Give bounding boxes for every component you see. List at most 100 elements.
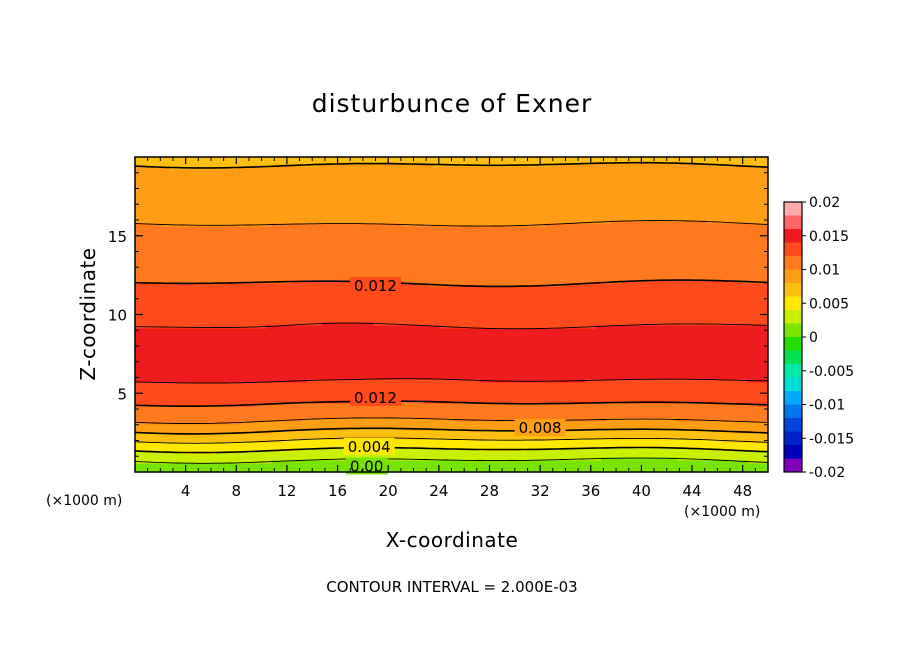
contour-cell xyxy=(200,205,207,209)
contour-cell xyxy=(160,244,166,248)
contour-cell xyxy=(135,319,141,323)
contour-cell xyxy=(195,232,202,236)
contour-cell xyxy=(205,400,212,404)
contour-cell xyxy=(200,181,207,185)
contour-cell xyxy=(190,199,197,203)
contour-cell xyxy=(160,211,166,215)
contour-cell xyxy=(185,355,192,359)
contour-cell xyxy=(140,184,146,188)
contour-cell xyxy=(150,214,156,218)
contour-cell xyxy=(140,172,146,176)
contour-cell xyxy=(140,292,146,296)
contour-cell xyxy=(165,178,172,182)
contour-cell xyxy=(160,343,166,347)
contour-cell xyxy=(190,319,197,323)
contour-cell xyxy=(190,157,197,161)
contour-cell xyxy=(170,394,177,398)
contour-cell xyxy=(155,469,161,472)
contour-cell xyxy=(165,232,172,236)
contour-cell xyxy=(165,397,172,401)
contour-cell xyxy=(175,337,182,341)
contour-cell xyxy=(185,205,192,209)
contour-cell xyxy=(160,427,166,431)
contour-cell xyxy=(180,193,187,197)
contour-cell xyxy=(170,439,177,443)
contour-cell xyxy=(165,256,172,260)
contour-cell xyxy=(155,367,161,371)
contour-cell xyxy=(180,382,187,386)
contour-cell xyxy=(155,160,161,164)
contour-cell xyxy=(205,346,212,350)
contour-cell xyxy=(200,223,207,227)
contour-cell xyxy=(175,232,182,236)
contour-cell xyxy=(165,160,172,164)
contour-cell xyxy=(200,370,207,374)
contour-cell xyxy=(185,388,192,392)
contour-cell xyxy=(170,418,177,422)
contour-cell xyxy=(180,286,187,290)
contour-cell xyxy=(185,436,192,440)
contour-cell xyxy=(145,373,151,377)
contour-cell xyxy=(195,298,202,302)
contour-cell xyxy=(160,304,166,308)
contour-cell xyxy=(185,256,192,260)
contour-cell xyxy=(135,469,141,472)
contour-cell xyxy=(180,439,187,443)
contour-cell xyxy=(200,343,207,347)
contour-cell xyxy=(145,394,151,398)
contour-cell xyxy=(150,166,156,170)
contour-cell xyxy=(170,463,177,467)
contour-cell xyxy=(160,415,166,419)
contour-cell xyxy=(175,385,182,389)
contour-cell xyxy=(180,172,187,176)
contour-cell xyxy=(140,454,146,458)
contour-cell xyxy=(200,199,207,203)
contour-cell xyxy=(190,250,197,254)
contour-cell xyxy=(180,277,187,281)
contour-cell xyxy=(160,337,166,341)
contour-cell xyxy=(160,199,166,203)
contour-cell xyxy=(200,331,207,335)
contour-cell xyxy=(190,406,197,410)
contour-cell xyxy=(135,448,141,452)
contour-cell xyxy=(205,292,212,296)
contour-cell xyxy=(140,382,146,386)
contour-cell xyxy=(145,409,151,413)
contour-cell xyxy=(190,235,197,239)
contour-cell xyxy=(195,364,202,368)
contour-cell xyxy=(185,340,192,344)
contour-cell xyxy=(145,337,151,341)
contour-cell xyxy=(145,304,151,308)
contour-cell xyxy=(140,268,146,272)
contour-cell xyxy=(205,289,212,293)
contour-cell xyxy=(145,226,151,230)
contour-cell xyxy=(140,370,146,374)
contour-cell xyxy=(150,439,156,443)
contour-cell xyxy=(170,364,177,368)
contour-cell xyxy=(185,214,192,218)
contour-cell xyxy=(135,337,141,341)
contour-cell xyxy=(180,316,187,320)
contour-cell xyxy=(185,346,192,350)
contour-cell xyxy=(200,421,207,425)
contour-cell xyxy=(140,166,146,170)
contour-cell xyxy=(135,226,141,230)
contour-cell xyxy=(150,190,156,194)
contour-cell xyxy=(200,403,207,407)
contour-cell xyxy=(140,424,146,428)
contour-cell xyxy=(170,406,177,410)
contour-cell xyxy=(150,304,156,308)
contour-cell xyxy=(190,211,197,215)
contour-cell xyxy=(170,172,177,176)
contour-cell xyxy=(135,298,141,302)
contour-cell xyxy=(165,301,172,305)
contour-cell xyxy=(175,358,182,362)
contour-cell xyxy=(195,253,202,257)
contour-cell xyxy=(200,283,207,287)
contour-cell xyxy=(145,211,151,215)
contour-cell xyxy=(155,343,161,347)
contour-cell xyxy=(150,295,156,299)
contour-cell xyxy=(205,280,212,284)
contour-cell xyxy=(145,253,151,257)
contour-cell xyxy=(190,379,197,383)
